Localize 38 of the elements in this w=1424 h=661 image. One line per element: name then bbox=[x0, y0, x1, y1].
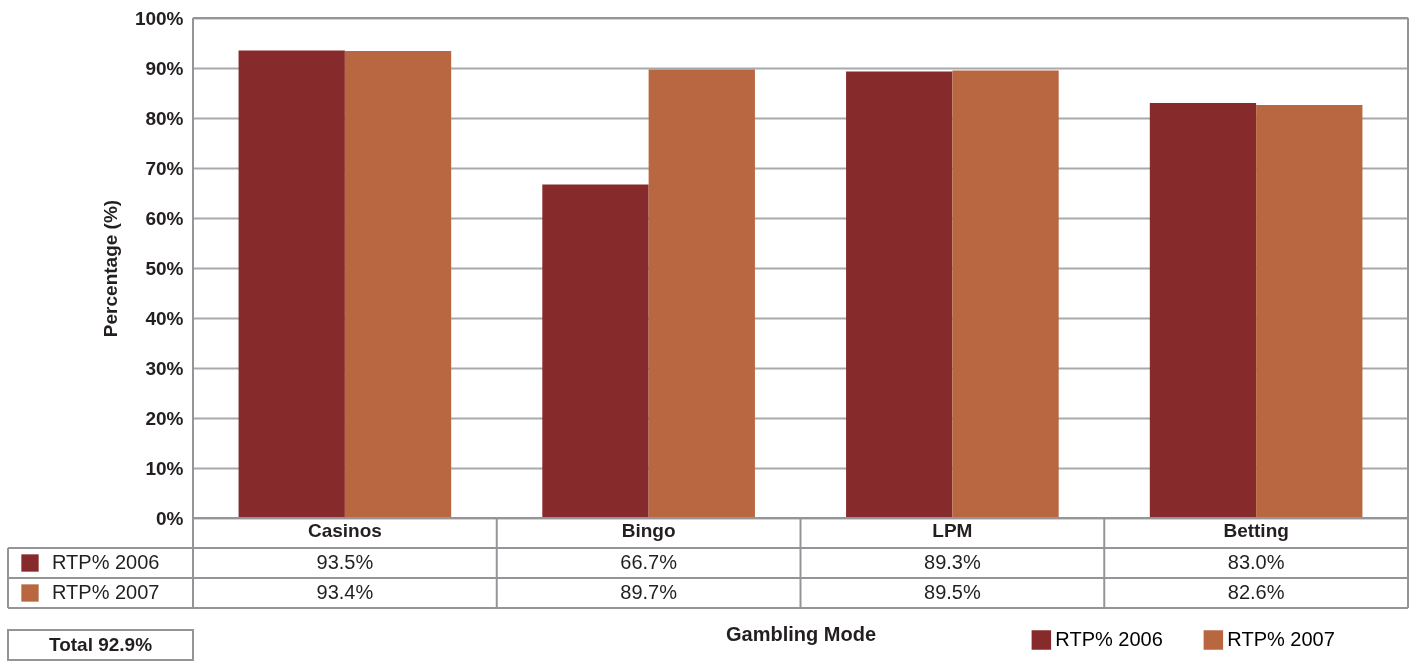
y-tick-label: 80% bbox=[145, 107, 184, 129]
y-tick-label: 10% bbox=[145, 457, 184, 479]
text: RTP% 2006 bbox=[1055, 628, 1163, 650]
y-tick-label: 30% bbox=[145, 357, 184, 379]
bar bbox=[1149, 103, 1257, 518]
y-tick-label: 90% bbox=[145, 57, 184, 79]
bar bbox=[238, 50, 345, 518]
x-tick-label: Betting bbox=[1223, 519, 1289, 541]
y-tick-label: 50% bbox=[145, 257, 184, 279]
legend-label: RTP% 2007 bbox=[1227, 628, 1335, 650]
text: RTP% 2007 bbox=[52, 581, 160, 603]
data-label: 93.5% bbox=[316, 551, 374, 573]
bar bbox=[344, 51, 452, 518]
bar bbox=[648, 69, 755, 518]
y-axis-title: Percentage (%) bbox=[99, 199, 121, 338]
text: Total 92.9% bbox=[48, 634, 153, 655]
data-label: 83.0% bbox=[1227, 551, 1285, 573]
data-label: 66.7% bbox=[620, 551, 678, 573]
data-label: 93.4% bbox=[316, 581, 374, 603]
legend-label: RTP% 2006 bbox=[52, 551, 160, 573]
bar bbox=[542, 184, 649, 518]
y-tick-label: 0% bbox=[156, 507, 184, 529]
data-label: 89.3% bbox=[924, 551, 981, 573]
x-tick-label: Bingo bbox=[621, 519, 676, 541]
bar bbox=[846, 71, 953, 518]
data-label: 82.6% bbox=[1227, 581, 1285, 603]
data-label: 89.5% bbox=[924, 581, 981, 603]
y-tick-label: 70% bbox=[145, 157, 184, 179]
x-tick-label: LPM bbox=[932, 519, 973, 541]
y-tick-label: 40% bbox=[145, 307, 184, 329]
y-tick-label: 20% bbox=[145, 407, 184, 429]
y-tick-label: 60% bbox=[145, 207, 184, 229]
x-axis-title: Gambling Mode bbox=[726, 622, 876, 645]
bar bbox=[1256, 105, 1363, 518]
x-tick-label: Casinos bbox=[307, 519, 382, 541]
data-label: 89.7% bbox=[620, 581, 678, 603]
y-tick-label: 100% bbox=[134, 7, 184, 29]
bar bbox=[952, 70, 1059, 518]
